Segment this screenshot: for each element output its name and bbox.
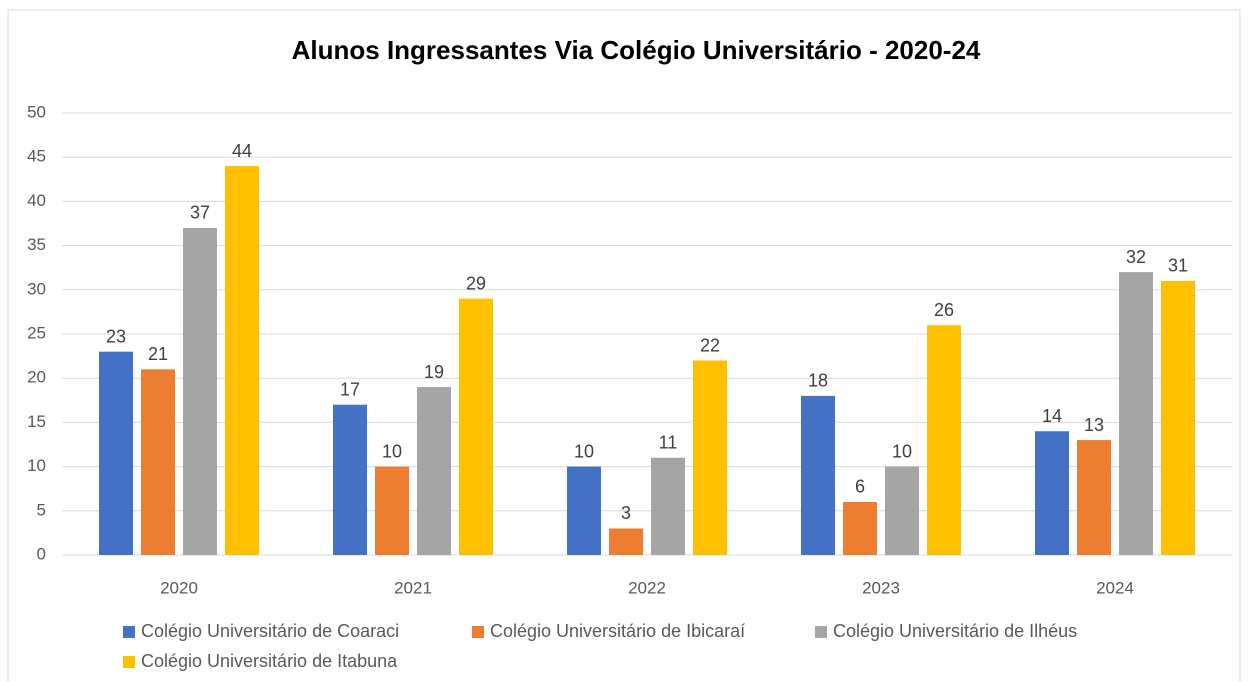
bar [225, 166, 259, 556]
data-label: 29 [466, 273, 486, 293]
y-tick-label: 0 [37, 544, 46, 563]
bar [609, 528, 643, 555]
legend-swatch [472, 626, 484, 638]
data-label: 17 [340, 379, 360, 399]
legend-label: Colégio Universitário de Ibicaraí [490, 621, 745, 641]
data-label: 19 [424, 362, 444, 382]
data-label: 6 [855, 477, 865, 497]
legend-swatch [815, 626, 827, 638]
y-tick-label: 20 [27, 368, 46, 387]
data-label: 22 [700, 335, 720, 355]
data-label: 31 [1168, 256, 1188, 276]
bar [693, 360, 727, 555]
bar [333, 404, 367, 555]
data-label: 18 [808, 371, 828, 391]
bar [927, 325, 961, 555]
x-tick-label: 2024 [1096, 578, 1134, 597]
y-tick-label: 35 [27, 235, 46, 254]
bar [141, 369, 175, 555]
x-tick-label: 2021 [394, 578, 432, 597]
bar [99, 351, 133, 555]
data-label: 32 [1126, 247, 1146, 267]
y-tick-label: 25 [27, 323, 46, 342]
x-tick-label: 2022 [628, 578, 666, 597]
x-tick-label: 2023 [862, 578, 900, 597]
data-label: 11 [659, 433, 678, 453]
data-label: 10 [382, 441, 402, 461]
data-label: 10 [574, 441, 594, 461]
bar [1161, 280, 1195, 555]
data-label: 14 [1042, 406, 1062, 426]
bar [1035, 431, 1069, 555]
bar [1119, 272, 1153, 555]
bar [651, 457, 685, 555]
data-label: 3 [621, 503, 631, 523]
data-label: 26 [934, 300, 954, 320]
bar [417, 387, 451, 555]
legend-label: Colégio Universitário de Coaraci [141, 621, 399, 641]
y-tick-label: 10 [27, 456, 46, 475]
data-label: 23 [106, 326, 126, 346]
y-tick-label: 50 [27, 102, 46, 121]
y-tick-label: 15 [27, 412, 46, 431]
bar [375, 466, 409, 555]
bar [183, 227, 217, 556]
legend-label: Colégio Universitário de Ilhéus [833, 621, 1077, 641]
data-label: 44 [232, 141, 252, 161]
data-label: 13 [1084, 415, 1104, 435]
chart-title: Alunos Ingressantes Via Colégio Universi… [292, 35, 981, 65]
x-tick-label: 2020 [160, 578, 198, 597]
bar [567, 466, 601, 555]
bar [843, 501, 877, 555]
bar [1077, 440, 1111, 555]
data-label: 10 [892, 441, 912, 461]
data-label: 37 [190, 203, 210, 223]
legend-swatch [123, 626, 135, 638]
data-label: 21 [148, 344, 168, 364]
legend-swatch [123, 656, 135, 668]
y-tick-label: 5 [37, 500, 46, 519]
y-tick-label: 40 [27, 191, 46, 210]
y-tick-label: 45 [27, 147, 46, 166]
bar [885, 466, 919, 555]
bar [459, 298, 493, 555]
y-tick-label: 30 [27, 279, 46, 298]
legend-label: Colégio Universitário de Itabuna [141, 651, 398, 671]
bar [801, 395, 835, 555]
